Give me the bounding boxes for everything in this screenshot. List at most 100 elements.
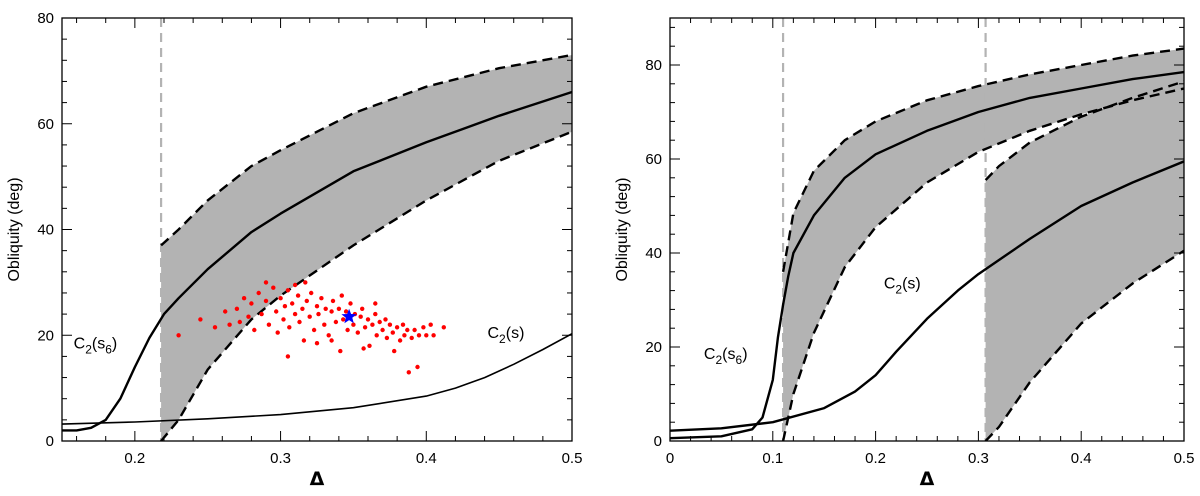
scatter-point: [176, 333, 181, 338]
scatter-point: [373, 311, 378, 317]
scatter-point: [339, 293, 344, 298]
scatter-point: [406, 370, 411, 375]
x-tick-label: 0.3: [270, 450, 291, 467]
y-tick-label: 0: [654, 433, 662, 450]
curve-annotation-2: C2(s): [884, 275, 921, 296]
annotation-subscript: 6: [105, 342, 112, 356]
scatter-point: [394, 325, 400, 330]
scatter-point: [402, 333, 407, 338]
scatter-point: [309, 290, 314, 296]
scatter-point: [278, 296, 283, 301]
annotation-text: s: [97, 335, 105, 352]
annotation-text: (: [902, 275, 908, 292]
scatter-point: [282, 304, 288, 309]
scatter-point: [355, 330, 360, 335]
scatter-point: [301, 338, 307, 343]
x-tick-label: 0.4: [1071, 450, 1092, 467]
scatter-point: [322, 322, 327, 327]
annotation-text: ): [742, 346, 747, 363]
scatter-point: [311, 327, 317, 333]
scatter-point: [241, 296, 247, 301]
scatter-point: [400, 322, 406, 327]
scatter-point: [329, 338, 334, 343]
annotation-subscript: 2: [715, 353, 722, 367]
annotation-text: ): [915, 275, 920, 292]
scatter-point: [314, 304, 320, 309]
annotation-text: C: [487, 325, 499, 342]
y-axis-label: Obliquity (deg): [6, 177, 23, 281]
scatter-point: [300, 306, 305, 311]
curve-annotation-1: C2(s6): [704, 346, 748, 367]
panel-right: 0 0.1 0.2 0.3 0.4 0.5 0 20 40 60 80 Δ Obliquity (deg…: [614, 17, 1195, 490]
star-marker: [341, 308, 357, 324]
annotation-text: (: [722, 346, 728, 363]
scatter-point: [343, 309, 349, 314]
scatter-point: [271, 285, 276, 290]
scatter-point: [263, 298, 269, 304]
y-tick-label: 0: [46, 433, 54, 450]
band-upper-boundary-1: [160, 53, 572, 247]
annotation-subscript: 2: [85, 342, 92, 356]
scatter-point: [424, 333, 429, 338]
band-lower-boundary-2: [984, 249, 1184, 441]
annotation-text: s: [728, 346, 736, 363]
scatter-point: [397, 338, 403, 343]
scatter-point: [441, 325, 446, 330]
scatter-point: [360, 306, 365, 311]
scatter-point: [275, 330, 280, 335]
y-axis-label: Obliquity (deg): [614, 177, 631, 281]
x-tick-label: 0.5: [562, 450, 583, 467]
scatter-point: [256, 290, 261, 296]
curve-c2s: [62, 332, 572, 425]
scatter-point: [373, 301, 378, 306]
scatter-point: [416, 333, 422, 338]
scatter-point: [338, 348, 343, 354]
scatter-point: [362, 325, 368, 330]
scatter-point: [390, 330, 395, 335]
annotation-text: s: [511, 325, 519, 342]
scatter-point: [227, 322, 232, 327]
x-axis-label: Δ: [310, 468, 325, 490]
scatter-point: [409, 335, 414, 341]
annotation-text: C: [704, 346, 716, 363]
scatter-point: [415, 364, 420, 370]
x-tick-label: 0.4: [416, 450, 437, 467]
y-tick-label: 80: [37, 10, 54, 27]
y-tick-label: 80: [645, 57, 662, 74]
y-tick-label: 60: [37, 116, 54, 133]
scatter-point: [314, 341, 320, 346]
x-tick-label: 0.2: [124, 450, 145, 467]
scatter-point: [412, 327, 417, 333]
scatter-point: [405, 327, 410, 333]
y-tick-label: 20: [645, 339, 662, 356]
scatter-point: [374, 333, 379, 338]
scatter-point: [259, 311, 264, 317]
scatter-point: [287, 325, 292, 330]
scatter-point: [198, 317, 203, 322]
scatter-point: [380, 327, 385, 333]
x-tick-label: 0: [666, 450, 674, 467]
curve-annotation-2: C2(s): [487, 325, 524, 346]
scatter-point: [223, 309, 228, 314]
curve-c2s: [670, 160, 1184, 432]
scatter-point: [345, 327, 350, 333]
annotation-text: C: [74, 335, 86, 352]
scatter-point: [237, 319, 242, 325]
scatter-point: [333, 319, 339, 325]
plot-area: [62, 18, 572, 441]
scatter-point: [367, 343, 372, 348]
x-tick-label: 0.5: [1174, 450, 1195, 467]
scatter-point: [274, 309, 279, 314]
scatter-point: [292, 282, 298, 288]
scatter-point: [212, 325, 218, 330]
x-tick-label: 0.1: [762, 450, 783, 467]
y-tick-label: 40: [37, 222, 54, 239]
scatter-point: [392, 348, 397, 354]
scatter-point: [330, 298, 336, 304]
scatter-point: [361, 346, 366, 351]
band-upper-boundary-1: [781, 47, 1184, 273]
y-tick-label: 60: [645, 151, 662, 168]
band-lower-boundary-1: [160, 130, 572, 441]
scatter-point: [307, 314, 312, 319]
annotation-subscript: 6: [736, 353, 743, 367]
